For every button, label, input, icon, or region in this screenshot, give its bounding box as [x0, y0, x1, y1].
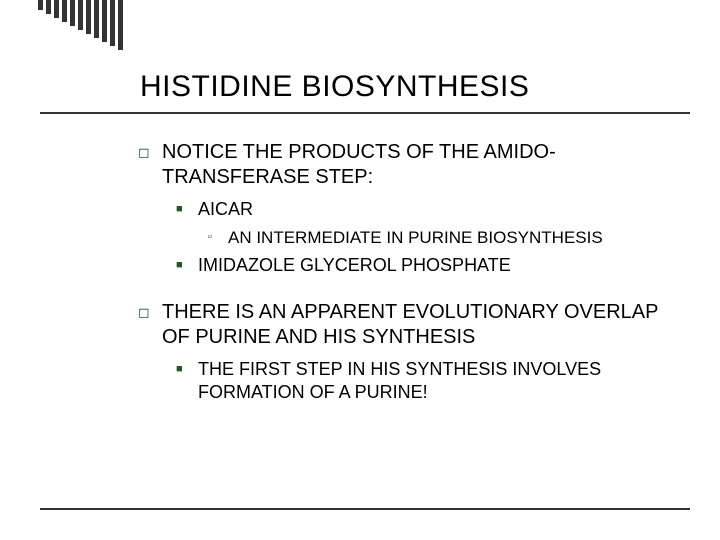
list-item-text: NOTICE THE PRODUCTS OF THE AMIDO-TRANSFE… — [162, 140, 660, 190]
list-item-text: THERE IS AN APPARENT EVOLUTIONARY OVERLA… — [162, 300, 660, 350]
page-title: HISTIDINE BIOSYNTHESIS — [140, 70, 660, 104]
list-item: ◻ NOTICE THE PRODUCTS OF THE AMIDO-TRANS… — [138, 140, 660, 190]
square-filled-icon: ■ — [176, 254, 198, 277]
square-filled-icon: ■ — [176, 358, 198, 403]
list-item-text: IMIDAZOLE GLYCEROL PHOSPHATE — [198, 254, 660, 277]
footer-rule — [40, 508, 690, 510]
list-item-text: THE FIRST STEP IN HIS SYNTHESIS INVOLVES… — [198, 358, 660, 403]
list-item: ▫ AN INTERMEDIATE IN PURINE BIOSYNTHESIS — [208, 227, 660, 248]
content-body: ◻ NOTICE THE PRODUCTS OF THE AMIDO-TRANS… — [138, 140, 660, 403]
title-rule — [40, 112, 690, 114]
list-item: ■ AICAR — [176, 198, 660, 221]
square-filled-icon: ■ — [176, 198, 198, 221]
square-open-icon: ◻ — [138, 140, 162, 190]
corner-bars-decoration — [38, 0, 126, 52]
list-item: ◻ THERE IS AN APPARENT EVOLUTIONARY OVER… — [138, 300, 660, 350]
slide: HISTIDINE BIOSYNTHESIS ◻ NOTICE THE PROD… — [0, 0, 720, 540]
list-item-text: AICAR — [198, 198, 660, 221]
list-item: ■ IMIDAZOLE GLYCEROL PHOSPHATE — [176, 254, 660, 277]
square-open-icon: ◻ — [138, 300, 162, 350]
list-item: ■ THE FIRST STEP IN HIS SYNTHESIS INVOLV… — [176, 358, 660, 403]
list-item-text: AN INTERMEDIATE IN PURINE BIOSYNTHESIS — [228, 227, 660, 248]
square-small-icon: ▫ — [208, 227, 228, 248]
